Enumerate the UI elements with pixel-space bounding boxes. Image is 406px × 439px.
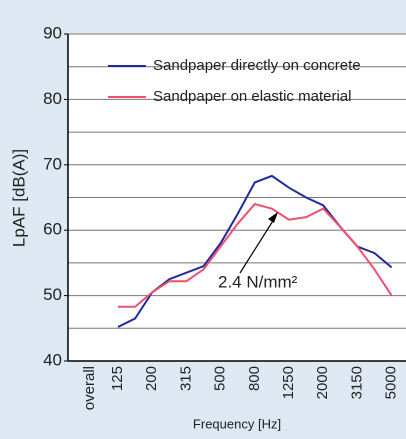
x-tick-label: 5000: [383, 366, 400, 399]
annotation-arrowhead: [268, 212, 278, 223]
x-tick-label: 500: [212, 366, 229, 391]
y-tick-label: 70: [43, 154, 62, 173]
x-axis-label: Frequency [Hz]: [193, 416, 281, 431]
annotation-arrow: [239, 215, 277, 274]
x-tick-label: 200: [143, 366, 160, 391]
y-tick-label: 80: [43, 89, 62, 108]
y-axis-label: LpAF [dB(A)]: [9, 149, 28, 247]
annotation: 2.4 N/mm²: [218, 272, 298, 291]
x-tick-label: 2000: [314, 366, 331, 399]
legend-label: Sandpaper on elastic material: [153, 88, 351, 105]
y-tick-label: 40: [43, 350, 62, 369]
y-tick-label: 50: [43, 285, 62, 304]
x-tick-label: 315: [177, 366, 194, 391]
x-tick-label: 125: [109, 366, 126, 391]
x-tick-label: overall: [81, 366, 98, 410]
x-tick-label: 1250: [280, 366, 297, 399]
series-line: [118, 202, 393, 308]
x-tick-label: 800: [246, 366, 263, 391]
y-tick-label: 60: [43, 220, 62, 239]
x-tick-label: 3150: [348, 366, 365, 399]
legend-label: Sandpaper directly on concrete: [153, 57, 361, 74]
y-tick-label: 90: [43, 23, 62, 42]
